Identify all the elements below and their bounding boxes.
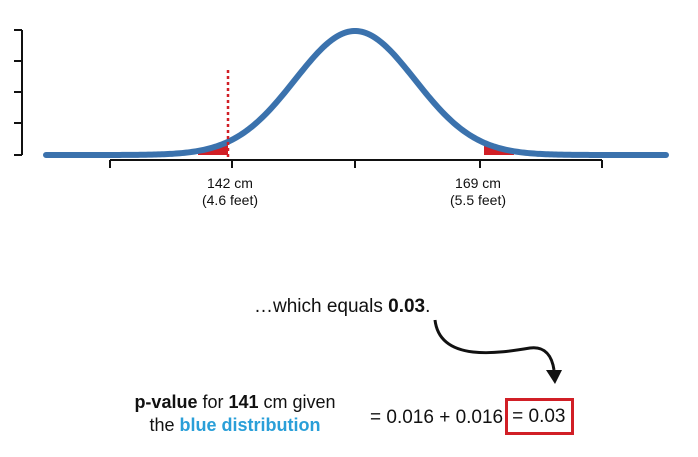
pvalue-description: p-value for 141 cm given the blue distrib…	[104, 391, 366, 437]
right-feet-label: (5.5 feet)	[449, 192, 507, 208]
curved-arrow-icon	[433, 319, 562, 384]
pvalue-for: for	[197, 392, 229, 412]
pvalue-height: 141	[228, 392, 259, 412]
left-cm-label: 142 cm	[207, 175, 253, 191]
pvalue-term: p-value	[134, 392, 198, 412]
result-box: = 0.03	[505, 398, 575, 435]
blue-distribution-curve	[43, 28, 669, 158]
left-tick-label: 142 cm (4.6 feet)	[170, 175, 290, 209]
y-axis	[14, 29, 23, 156]
pvalue-the: the	[149, 415, 180, 435]
right-cm-label: 169 cm	[455, 175, 501, 191]
pvalue-given: cm given	[258, 392, 336, 412]
normal-distribution-plot	[14, 28, 669, 168]
left-feet-label: (4.6 feet)	[201, 192, 259, 208]
note-suffix: .	[425, 296, 431, 317]
equation-sum: = 0.016 + 0.016	[370, 407, 504, 428]
pvalue-equation: = 0.016 + 0.016 = 0.03	[370, 398, 575, 436]
right-tick-label: 169 cm (5.5 feet)	[418, 175, 538, 209]
x-axis	[109, 159, 603, 168]
blue-distribution-label: blue distribution	[179, 415, 321, 435]
equals-note: …which equals 0.03.	[254, 296, 430, 318]
note-prefix: …which equals	[254, 296, 389, 317]
note-value: 0.03	[388, 296, 426, 317]
